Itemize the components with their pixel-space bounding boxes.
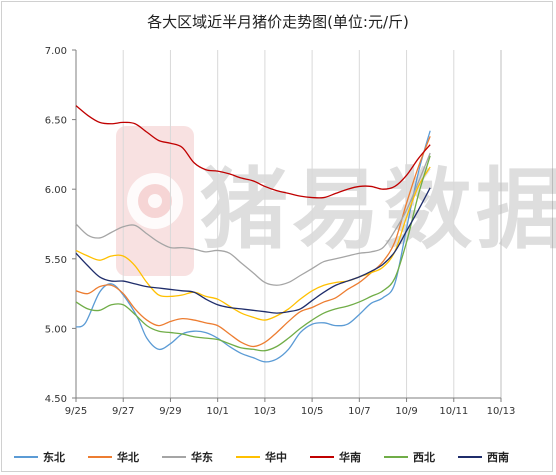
x-tick-label: 10/1 — [206, 406, 228, 417]
legend-label-6: 西南 — [487, 450, 509, 464]
legend-label-0: 东北 — [43, 450, 65, 464]
watermark-text: 猪易数据 — [200, 157, 556, 261]
series-layer — [75, 105, 431, 363]
grid — [122, 50, 455, 398]
legend-label-4: 华南 — [339, 450, 361, 464]
y-axis-ticks: 4.50 5.00 5.50 6.00 6.50 7.00 — [45, 46, 76, 405]
y-tick-label: 7.00 — [45, 46, 67, 57]
series-line-6 — [75, 187, 431, 314]
x-axis-ticks: 9/25 9/27 9/29 10/1 10/3 10/5 10/7 10/9 10/11 10/… — [65, 398, 516, 417]
legend: 东北 华北 华东 华中 华南 西北 西南 — [14, 450, 509, 464]
legend-label-5: 西北 — [413, 450, 435, 464]
y-tick-label: 4.50 — [45, 394, 67, 405]
y-tick-label: 6.00 — [45, 185, 67, 196]
y-tick-label: 6.50 — [45, 116, 67, 127]
watermark: 猪易数据 — [116, 126, 556, 276]
legend-label-1: 华北 — [117, 450, 139, 464]
x-tick-label: 9/27 — [112, 406, 134, 417]
x-tick-label: 10/11 — [439, 406, 468, 417]
x-tick-label: 10/13 — [487, 406, 516, 417]
y-tick-label: 5.00 — [45, 324, 67, 335]
chart-title: 各大区域近半月猪价走势图(单位:元/斤) — [147, 13, 409, 31]
legend-label-2: 华东 — [191, 450, 213, 464]
x-tick-label: 10/5 — [301, 406, 323, 417]
x-tick-label: 9/25 — [65, 406, 87, 417]
watermark-logo — [116, 126, 194, 276]
x-tick-label: 10/7 — [348, 406, 370, 417]
x-tick-label: 9/29 — [159, 406, 181, 417]
series-line-3 — [75, 166, 431, 321]
y-tick-label: 5.50 — [45, 255, 67, 266]
legend-label-3: 华中 — [265, 450, 287, 464]
series-line-5 — [75, 155, 431, 352]
series-line-4 — [75, 105, 431, 199]
x-tick-label: 10/9 — [395, 406, 417, 417]
x-tick-label: 10/3 — [254, 406, 276, 417]
series-line-2 — [75, 152, 431, 286]
